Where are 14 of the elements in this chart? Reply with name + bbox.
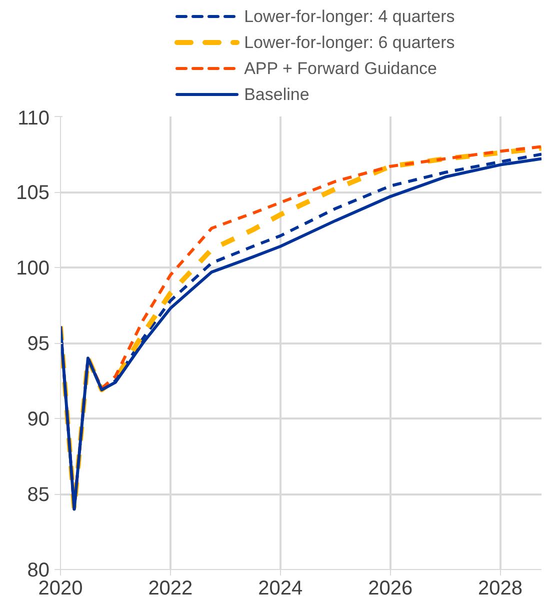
- legend-label: Lower-for-longer: 6 quarters: [244, 33, 455, 52]
- legend-label: Baseline: [244, 85, 310, 104]
- y-tick-label: 90: [27, 408, 50, 430]
- x-tick-label: 2022: [148, 578, 193, 600]
- y-tick-label: 110: [18, 108, 50, 130]
- x-tick-label: 2026: [368, 578, 413, 600]
- legend-label: APP + Forward Guidance: [244, 59, 438, 78]
- x-tick-label: 2028: [478, 578, 523, 600]
- y-tick-label: 85: [27, 484, 50, 506]
- x-tick-label: 2024: [258, 578, 303, 600]
- legend-label: Lower-for-longer: 4 quarters: [244, 7, 455, 26]
- y-tick-label: 95: [27, 333, 50, 355]
- y-tick-label: 105: [16, 182, 50, 204]
- y-tick-label: 100: [16, 258, 50, 280]
